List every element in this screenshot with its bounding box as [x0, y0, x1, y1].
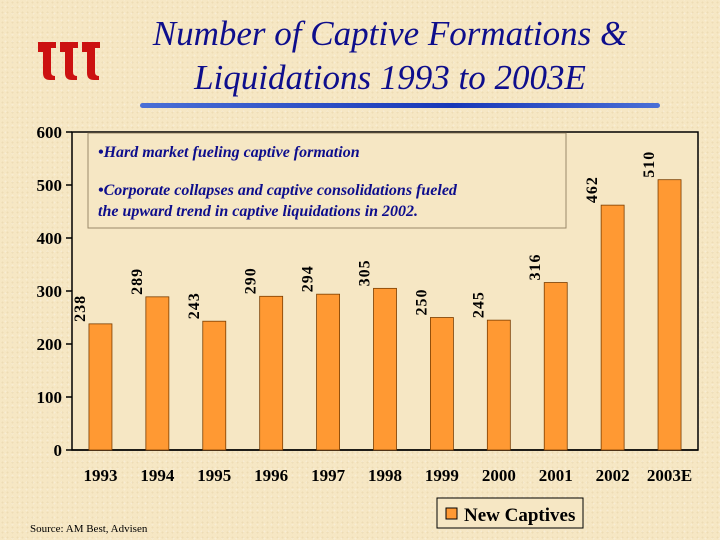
- three-ts-logo-icon: [38, 42, 100, 80]
- bar-value-label: 316: [527, 254, 544, 281]
- x-tick-label: 1998: [368, 466, 402, 485]
- legend-box: [436, 497, 584, 529]
- bar: [373, 287, 397, 451]
- bar: [88, 323, 113, 451]
- title-line-1: Number of Captive Formations &: [152, 14, 628, 53]
- bar: [486, 319, 511, 451]
- bar-value-label: 245: [470, 291, 487, 318]
- x-tick-label: 1995: [197, 466, 231, 485]
- bar: [316, 293, 340, 451]
- bar-value-label: 238: [72, 295, 89, 322]
- title-underline: [140, 103, 660, 108]
- callout-bullet-1: •Hard market fueling captive formation: [98, 144, 360, 161]
- y-tick-label: 500: [37, 176, 63, 195]
- x-tick-label: 2002: [596, 466, 630, 485]
- callout-box: [87, 132, 567, 229]
- bar: [259, 295, 284, 451]
- y-tick-label: 0: [54, 441, 63, 460]
- callout-bullet-2-line-2: the upward trend in captive liquidations…: [98, 203, 418, 220]
- y-tick-label: 200: [37, 335, 63, 354]
- bar-value-label: 250: [413, 289, 430, 316]
- bar-value-label: 510: [641, 151, 658, 178]
- x-tick-label: 1993: [83, 466, 117, 485]
- bar: [543, 282, 568, 451]
- x-tick-label: 1999: [425, 466, 459, 485]
- x-tick-label: 1996: [254, 466, 288, 485]
- bar: [202, 320, 227, 451]
- bar-value-label: 294: [300, 265, 317, 292]
- bar: [145, 296, 170, 451]
- bar-value-label: 462: [584, 176, 601, 203]
- x-tick-label: 2003E: [647, 466, 692, 485]
- title-line-2: Liquidations 1993 to 2003E: [194, 58, 586, 97]
- x-tick-label: 1997: [311, 466, 346, 485]
- bar: [657, 179, 682, 451]
- legend-label: New Captives: [464, 505, 575, 526]
- bar: [430, 317, 454, 451]
- y-tick-label: 600: [37, 123, 63, 142]
- y-tick-label: 100: [37, 388, 63, 407]
- bar-value-label: 289: [129, 268, 146, 295]
- y-tick-label: 300: [37, 282, 63, 301]
- bar-value-label: 305: [357, 259, 374, 286]
- x-tick-label: 2000: [482, 466, 516, 485]
- x-tick-label: 2001: [539, 466, 573, 485]
- callout-bullet-2-line-1: •Corporate collapses and captive consoli…: [98, 182, 458, 199]
- slide-title: Number of Captive Formations & Liquidati…: [95, 12, 685, 100]
- x-tick-label: 1994: [140, 466, 175, 485]
- source-note: Source: AM Best, Advisen: [30, 523, 148, 535]
- bar: [600, 204, 625, 451]
- y-tick-label: 400: [37, 229, 63, 248]
- legend-swatch: [445, 507, 458, 520]
- bar-value-label: 290: [243, 267, 260, 294]
- bar-value-label: 243: [186, 292, 203, 319]
